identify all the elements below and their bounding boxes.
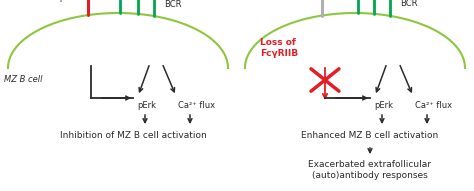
Text: BCR: BCR	[400, 0, 418, 8]
Text: Enhanced MZ B cell activation: Enhanced MZ B cell activation	[301, 131, 438, 140]
Text: pErk: pErk	[137, 101, 156, 110]
Text: Ca²⁺ flux: Ca²⁺ flux	[178, 101, 215, 110]
Text: FcγRIIB: FcγRIIB	[49, 0, 80, 2]
Text: Ca²⁺ flux: Ca²⁺ flux	[415, 101, 452, 110]
Text: MZ B cell: MZ B cell	[4, 75, 43, 84]
Text: Exacerbated extrafollicular
(auto)antibody responses: Exacerbated extrafollicular (auto)antibo…	[309, 160, 431, 180]
Text: BCR: BCR	[164, 0, 182, 9]
Text: Inhibition of MZ B cell activation: Inhibition of MZ B cell activation	[60, 131, 206, 140]
Text: pErk: pErk	[374, 101, 393, 110]
Text: Loss of
FcγRIIB: Loss of FcγRIIB	[260, 38, 298, 58]
